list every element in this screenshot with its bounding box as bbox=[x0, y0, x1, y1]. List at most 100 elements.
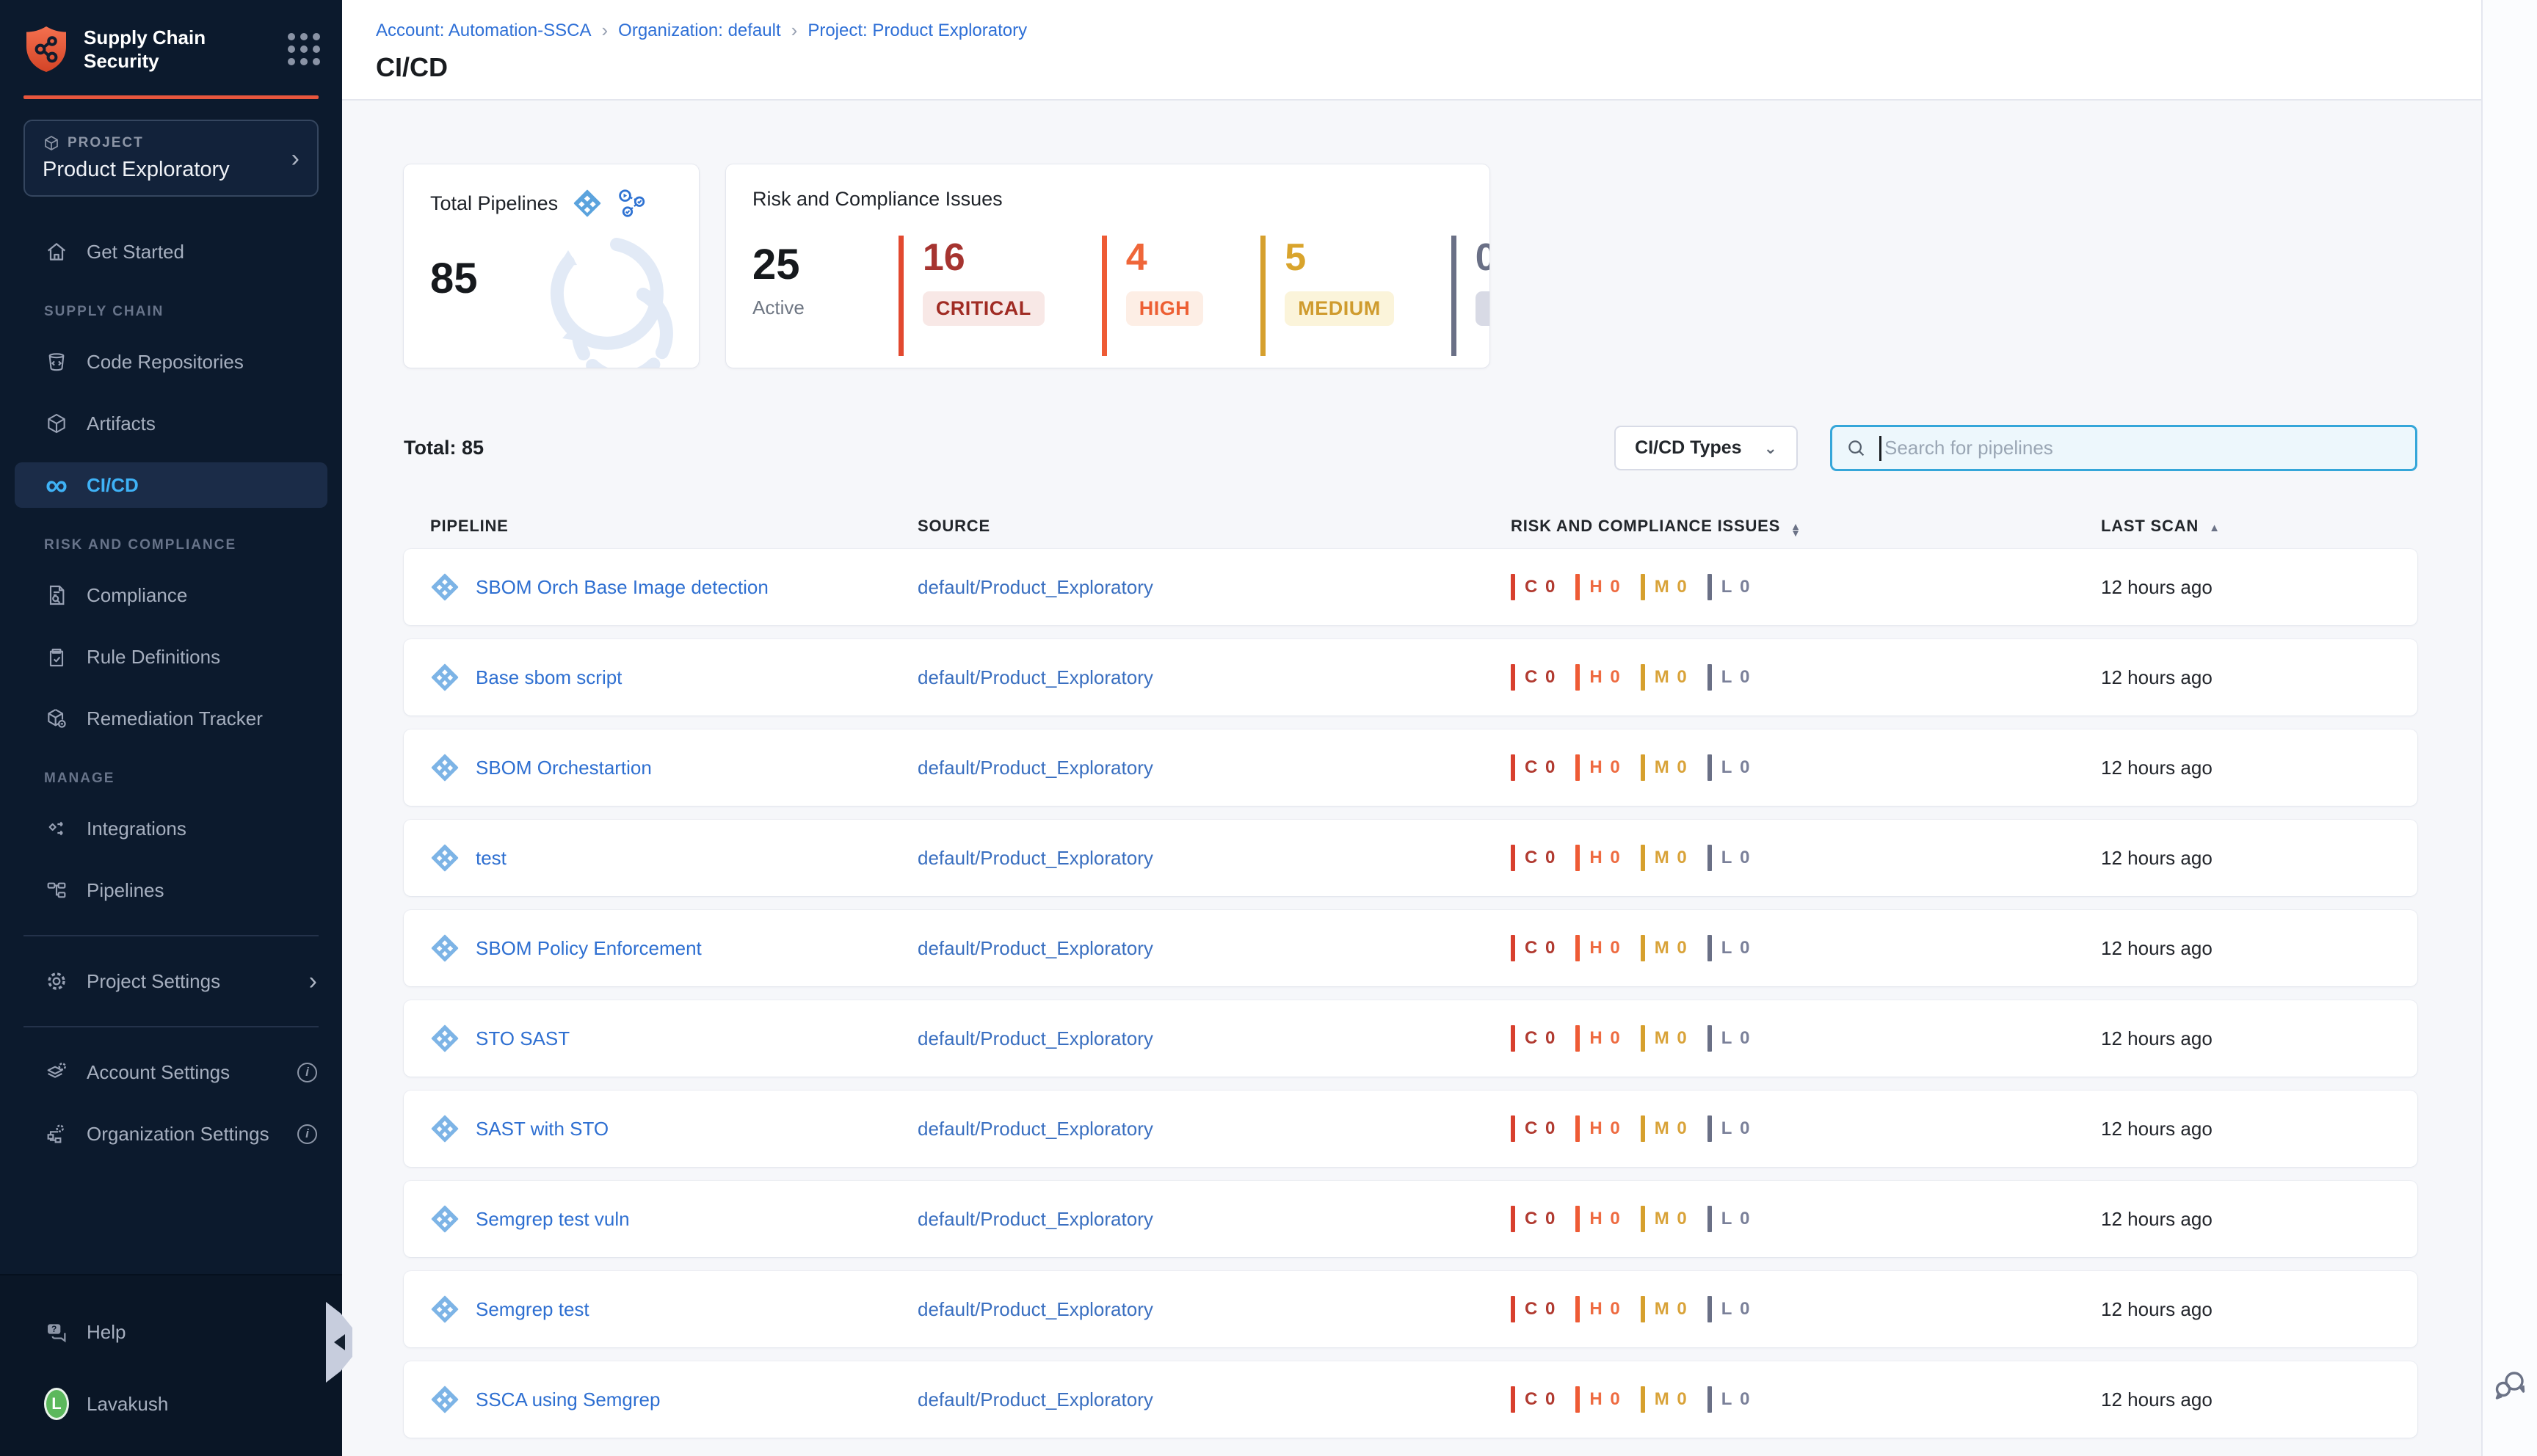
sidebar-item-compliance[interactable]: Compliance bbox=[0, 572, 342, 618]
pipeline-source-link[interactable]: default/Product_Exploratory bbox=[918, 1027, 1153, 1049]
table-row[interactable]: Base sbom script default/Product_Explora… bbox=[404, 639, 2417, 716]
medium-count: M 0 bbox=[1654, 1028, 1688, 1048]
artifacts-cube-icon bbox=[44, 412, 69, 435]
column-source: SOURCE bbox=[918, 517, 990, 535]
pipeline-name-link[interactable]: Semgrep test bbox=[476, 1297, 589, 1320]
critical-count: C 0 bbox=[1525, 1118, 1557, 1138]
pipeline-graph-icon bbox=[619, 189, 645, 217]
sidebar-item-help[interactable]: ? Help bbox=[0, 1309, 342, 1355]
info-icon[interactable]: i bbox=[297, 1124, 317, 1144]
sidebar-item-pipelines[interactable]: Pipelines bbox=[0, 867, 342, 913]
pipeline-search[interactable] bbox=[1830, 425, 2417, 471]
low-bar bbox=[1707, 754, 1712, 781]
severity-high-stat: 4 HIGH bbox=[1101, 236, 1204, 356]
last-scan-value: 12 hours ago bbox=[2101, 666, 2213, 688]
table-row[interactable]: Semgrep test default/Product_Exploratory… bbox=[404, 1271, 2417, 1347]
low-bar bbox=[1707, 1115, 1712, 1142]
pipeline-name-link[interactable]: test bbox=[476, 846, 507, 869]
medium-count: M 0 bbox=[1654, 1299, 1688, 1319]
critical-bar bbox=[1511, 845, 1515, 871]
breadcrumb-organization[interactable]: Organization: default bbox=[618, 20, 781, 40]
chevron-right-icon: › bbox=[291, 144, 300, 172]
pipeline-source-link[interactable]: default/Product_Exploratory bbox=[918, 575, 1153, 598]
low-count: L 0 bbox=[1721, 1389, 1752, 1409]
cicd-types-dropdown[interactable]: CI/CD Types ⌄ bbox=[1614, 426, 1798, 470]
sidebar-item-project-settings[interactable]: Project Settings › bbox=[0, 958, 342, 1004]
pipeline-source-link[interactable]: default/Product_Exploratory bbox=[918, 1207, 1153, 1230]
sidebar-item-cicd[interactable]: ∞ CI/CD bbox=[15, 462, 327, 508]
section-label-supply-chain: SUPPLY CHAIN bbox=[44, 304, 164, 319]
sidebar-item-account-settings[interactable]: Account Settings i bbox=[0, 1049, 342, 1095]
pipeline-source-link[interactable]: default/Product_Exploratory bbox=[918, 846, 1153, 869]
table-row[interactable]: test default/Product_Exploratory C 0 H 0… bbox=[404, 820, 2417, 896]
high-bar bbox=[1575, 1206, 1580, 1232]
pipeline-icon bbox=[431, 1024, 459, 1052]
pipeline-source-link[interactable]: default/Product_Exploratory bbox=[918, 666, 1153, 688]
last-scan-value: 12 hours ago bbox=[2101, 1388, 2213, 1410]
avatar: L bbox=[44, 1388, 69, 1420]
medium-bar bbox=[1640, 935, 1645, 961]
app-switcher-icon[interactable] bbox=[288, 33, 320, 65]
critical-bar bbox=[1511, 1296, 1515, 1322]
sidebar-item-organization-settings[interactable]: Organization Settings i bbox=[0, 1111, 342, 1157]
sidebar-item-artifacts[interactable]: Artifacts bbox=[0, 401, 342, 446]
info-icon[interactable]: i bbox=[297, 1062, 317, 1082]
active-issues-label: Active bbox=[752, 296, 805, 318]
pipeline-name-link[interactable]: SBOM Orchestartion bbox=[476, 756, 652, 779]
pipeline-name-link[interactable]: SBOM Policy Enforcement bbox=[476, 936, 702, 959]
pipeline-name-link[interactable]: Semgrep test vuln bbox=[476, 1207, 630, 1230]
table-row[interactable]: SSCA using Semgrep default/Product_Explo… bbox=[404, 1361, 2417, 1438]
sidebar-bottom: ? Help L Lavakush bbox=[0, 1274, 342, 1456]
breadcrumb-project[interactable]: Project: Product Exploratory bbox=[807, 20, 1028, 40]
pipeline-name-link[interactable]: STO SAST bbox=[476, 1027, 570, 1049]
pipeline-source-link[interactable]: default/Product_Exploratory bbox=[918, 756, 1153, 779]
high-count: H 0 bbox=[1589, 577, 1622, 597]
sidebar-item-rule-definitions[interactable]: Rule Definitions bbox=[0, 634, 342, 680]
medium-count: M 0 bbox=[1654, 1389, 1688, 1409]
sidebar-item-code-repositories[interactable]: Code Repositories bbox=[0, 339, 342, 385]
high-badge: HIGH bbox=[1125, 291, 1204, 326]
pipeline-icon bbox=[431, 1205, 459, 1233]
chevron-down-icon: ⌄ bbox=[1763, 438, 1777, 457]
medium-bar bbox=[1640, 845, 1645, 871]
table-row[interactable]: SBOM Orch Base Image detection default/P… bbox=[404, 549, 2417, 625]
pipeline-icon bbox=[431, 663, 459, 691]
project-name: Product Exploratory bbox=[43, 158, 230, 181]
list-controls: Total: 85 CI/CD Types ⌄ bbox=[404, 425, 2417, 471]
breadcrumb-account[interactable]: Account: Automation-SSCA bbox=[376, 20, 592, 40]
sidebar-item-integrations[interactable]: Integrations bbox=[0, 806, 342, 851]
medium-bar bbox=[1640, 1296, 1645, 1322]
pipeline-name-link[interactable]: SSCA using Semgrep bbox=[476, 1388, 661, 1410]
sort-icon[interactable]: ▲ ▼ bbox=[1790, 520, 1801, 539]
medium-badge: MEDIUM bbox=[1285, 291, 1394, 326]
pipeline-name-link[interactable]: SAST with STO bbox=[476, 1117, 609, 1140]
pipeline-name-link[interactable]: Base sbom script bbox=[476, 666, 623, 688]
decorative-swirl bbox=[550, 238, 673, 368]
table-row[interactable]: SBOM Orchestartion default/Product_Explo… bbox=[404, 729, 2417, 806]
critical-count: C 0 bbox=[1525, 577, 1557, 597]
pipeline-source-link[interactable]: default/Product_Exploratory bbox=[918, 1117, 1153, 1140]
low-count: L 0 bbox=[1721, 1028, 1752, 1048]
high-bar bbox=[1575, 1296, 1580, 1322]
project-cube-icon bbox=[45, 136, 58, 150]
sidebar-item-get-started[interactable]: Get Started bbox=[0, 229, 342, 274]
pipeline-name-link[interactable]: SBOM Orch Base Image detection bbox=[476, 575, 769, 598]
pipeline-source-link[interactable]: default/Product_Exploratory bbox=[918, 1388, 1153, 1410]
page-title: CI/CD bbox=[376, 52, 448, 82]
table-row[interactable]: SAST with STO default/Product_Explorator… bbox=[404, 1091, 2417, 1167]
project-selector[interactable]: PROJECT Product Exploratory › bbox=[23, 120, 319, 197]
table-row[interactable]: SBOM Policy Enforcement default/Product_… bbox=[404, 910, 2417, 986]
sidebar-user[interactable]: L Lavakush bbox=[0, 1381, 342, 1427]
pipeline-icon bbox=[431, 754, 459, 782]
app-title: Supply Chain Security bbox=[84, 26, 206, 73]
search-input[interactable] bbox=[1884, 437, 2402, 459]
table-row[interactable]: Semgrep test vuln default/Product_Explor… bbox=[404, 1181, 2417, 1257]
pipeline-source-link[interactable]: default/Product_Exploratory bbox=[918, 1297, 1153, 1320]
sidebar-item-remediation-tracker[interactable]: Remediation Tracker bbox=[0, 696, 342, 741]
table-row[interactable]: STO SAST default/Product_Exploratory C 0… bbox=[404, 1000, 2417, 1077]
column-last-scan[interactable]: LAST SCAN ▲ bbox=[2101, 517, 2221, 535]
chat-support-icon[interactable] bbox=[2489, 1365, 2530, 1406]
column-risk-issues[interactable]: RISK AND COMPLIANCE ISSUES ▲ ▼ bbox=[1511, 516, 1801, 539]
risk-issues-cell: C 0 H 0 M 0 L 0 bbox=[1511, 1296, 2101, 1322]
pipeline-source-link[interactable]: default/Product_Exploratory bbox=[918, 936, 1153, 959]
